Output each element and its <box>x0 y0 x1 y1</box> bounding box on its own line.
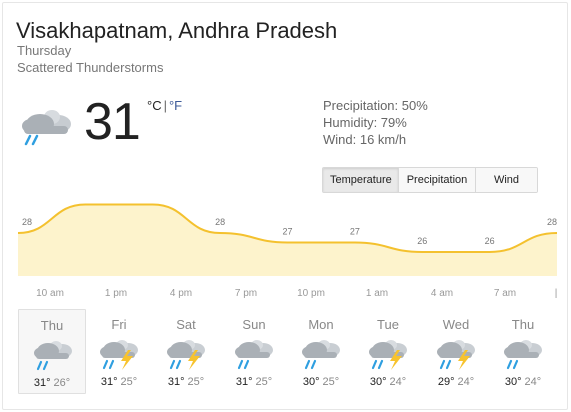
thunderstorm-icon <box>367 336 411 370</box>
hour-label: 4 pm <box>169 288 193 299</box>
forecast-temps: 30° 24° <box>354 376 422 388</box>
forecast-temps: 31° 25° <box>220 376 288 388</box>
hour-label: 7 pm <box>234 288 258 299</box>
forecast-day[interactable]: Wed 29° 24° <box>422 309 490 394</box>
forecast-day[interactable]: Sun 31° 25° <box>220 309 288 394</box>
forecast-high: 30° <box>504 376 522 388</box>
precipitation-detail: Precipitation: 50% <box>323 98 428 113</box>
forecast-day-name: Thu <box>40 318 64 333</box>
hour-label: 7 am <box>493 288 517 299</box>
unit-separator: | <box>163 98 167 113</box>
forecast-temps: 31° 25° <box>152 376 220 388</box>
tab-temperature[interactable]: Temperature <box>323 168 398 192</box>
forecast-low: 25° <box>255 376 273 388</box>
rain-cloud-icon <box>233 336 277 370</box>
tab-precipitation[interactable]: Precipitation <box>398 168 475 192</box>
temperature-line <box>17 203 558 253</box>
current-temperature: 31 <box>84 93 141 151</box>
hour-label: 4 am <box>430 288 454 299</box>
forecast-day-name: Tue <box>377 317 399 332</box>
forecast-high: 31° <box>100 376 118 388</box>
forecast-high: 31° <box>33 377 51 389</box>
forecast-day[interactable]: Thu 31° 26° <box>18 309 86 394</box>
forecast-low: 25° <box>120 376 138 388</box>
forecast-low: 24° <box>389 376 407 388</box>
unit-fahrenheit[interactable]: °F <box>168 98 183 113</box>
forecast-low: 25° <box>187 376 205 388</box>
forecast-day[interactable]: Sat 31° 25° <box>152 309 220 394</box>
forecast-high: 30° <box>369 376 387 388</box>
forecast-high: 30° <box>302 376 320 388</box>
thunderstorm-icon <box>435 336 479 370</box>
temperature-chart: 283131282727262628 <box>17 203 558 276</box>
forecast-low: 25° <box>322 376 340 388</box>
forecast-temps: 29° 24° <box>422 376 490 388</box>
forecast-high: 31° <box>167 376 185 388</box>
tab-wind[interactable]: Wind <box>475 168 537 192</box>
temperature-label: 26 <box>485 236 495 246</box>
forecast-day-name: Sun <box>242 317 266 332</box>
forecast-temps: 31° 25° <box>85 376 153 388</box>
forecast-day[interactable]: Tue 30° 24° <box>354 309 422 394</box>
forecast-day[interactable]: Fri 31° 25° <box>85 309 153 394</box>
forecast-day[interactable]: Thu 30° 24° <box>489 309 557 394</box>
hour-axis: 10 am 1 pm 4 pm 7 pm 10 pm 1 am 4 am 7 am | <box>0 288 571 302</box>
temperature-label: 28 <box>547 217 557 227</box>
thunderstorm-icon <box>98 336 142 370</box>
temperature-label: 27 <box>282 227 292 237</box>
rain-cloud-icon <box>502 336 546 370</box>
hour-label: 1 pm <box>104 288 128 299</box>
temperature-area <box>18 204 557 276</box>
forecast-day[interactable]: Mon 30° 25° <box>287 309 355 394</box>
unit-toggle: °C | °F <box>147 98 182 114</box>
forecast-day-name: Thu <box>511 317 535 332</box>
hour-label: 10 am <box>36 288 64 299</box>
forecast-low: 26° <box>53 377 71 389</box>
forecast-temps: 31° 26° <box>19 377 85 389</box>
temperature-label: 28 <box>22 217 32 227</box>
weather-details: Precipitation: 50% Humidity: 79% Wind: 1… <box>323 97 428 148</box>
hour-tick: | <box>554 288 558 299</box>
unit-celsius[interactable]: °C <box>147 98 162 113</box>
temperature-label: 28 <box>215 217 225 227</box>
forecast-high: 29° <box>437 376 455 388</box>
forecast-low: 24° <box>457 376 475 388</box>
rain-cloud-icon <box>22 110 71 146</box>
humidity-detail: Humidity: 79% <box>323 115 407 130</box>
location-title: Visakhapatnam, Andhra Pradesh <box>16 18 338 43</box>
forecast-high: 31° <box>235 376 253 388</box>
forecast-temps: 30° 24° <box>489 376 557 388</box>
chart-tabs: Temperature Precipitation Wind <box>322 167 538 193</box>
forecast-day-name: Sat <box>176 317 196 332</box>
forecast-day-name: Fri <box>111 317 127 332</box>
forecast-low: 24° <box>524 376 542 388</box>
hour-label: 1 am <box>365 288 389 299</box>
rain-cloud-icon <box>300 336 344 370</box>
current-condition: Scattered Thunderstorms <box>17 60 164 75</box>
forecast-temps: 30° 25° <box>287 376 355 388</box>
forecast-day-name: Mon <box>308 317 334 332</box>
wind-detail: Wind: 16 km/h <box>323 132 407 147</box>
current-day: Thursday <box>17 43 72 58</box>
temperature-label: 27 <box>350 227 360 237</box>
forecast-day-name: Wed <box>442 317 470 332</box>
temperature-label: 26 <box>417 236 427 246</box>
rain-cloud-icon <box>32 337 76 371</box>
hour-label: 10 pm <box>297 288 325 299</box>
thunderstorm-icon <box>165 336 209 370</box>
